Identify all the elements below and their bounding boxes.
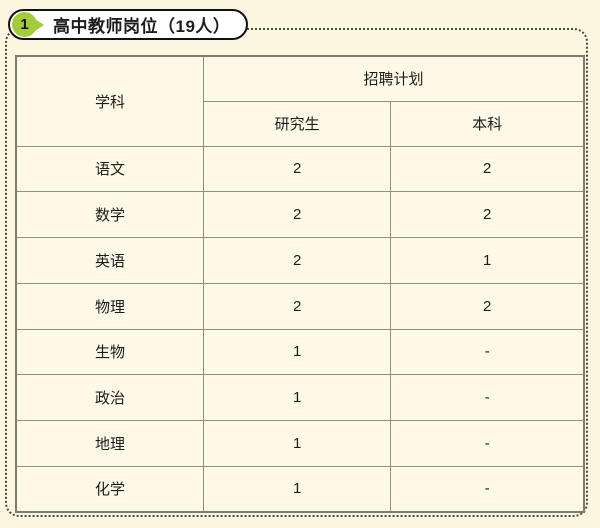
table-header-row-2: 研究生 本科: [16, 100, 585, 147]
undergraduate-cell: -: [390, 420, 585, 467]
undergraduate-cell: 2: [390, 145, 585, 193]
table-row: 语文 2 2: [15, 145, 585, 193]
undergraduate-cell: -: [390, 328, 585, 376]
table-row: 数学 2 2: [15, 191, 585, 238]
subject-cell: 数学: [15, 191, 204, 238]
badge-tail: [35, 18, 44, 31]
subject-cell: 英语: [15, 237, 204, 284]
undergraduate-cell: -: [390, 465, 585, 513]
undergraduate-cell: 2: [390, 191, 585, 238]
graduate-cell: 1: [202, 328, 392, 376]
subject-cell: 物理: [15, 282, 204, 330]
graduate-cell: 1: [202, 374, 392, 421]
graduate-cell: 2: [202, 237, 392, 284]
column-header-plan-group: 招聘计划: [202, 55, 585, 102]
table-row: 地理 1 -: [15, 420, 585, 467]
table-row: 化学 1 -: [15, 465, 585, 513]
undergraduate-cell: 2: [390, 282, 585, 330]
subject-cell: 地理: [15, 420, 204, 467]
subject-cell: 政治: [15, 374, 204, 421]
table-row: 生物 1 -: [15, 328, 585, 376]
undergraduate-cell: -: [390, 374, 585, 421]
section-number-badge: 1: [12, 12, 44, 37]
subject-cell: 化学: [15, 465, 204, 513]
undergraduate-cell: 1: [390, 237, 585, 284]
table-row: 政治 1 -: [15, 374, 585, 421]
badge-number: 1: [12, 12, 37, 37]
subject-cell: 语文: [15, 145, 204, 193]
table-header-row-1: 学科 招聘计划: [15, 55, 585, 147]
subject-cell: 生物: [15, 328, 204, 376]
column-header-subject: 学科: [15, 55, 204, 147]
graduate-cell: 2: [202, 191, 392, 238]
table-row: 英语 2 1: [15, 237, 585, 284]
section-title: 高中教师岗位（19人）: [53, 17, 231, 36]
graduate-cell: 2: [202, 145, 392, 193]
column-header-graduate: 研究生: [202, 100, 392, 147]
recruitment-table: 学科 招聘计划 研究生 本科 语文 2 2 数学 2 2 英语 2 1 物理 2…: [15, 55, 585, 513]
graduate-cell: 2: [202, 282, 392, 330]
section-title-pill: 1 高中教师岗位（19人）: [8, 9, 249, 40]
graduate-cell: 1: [202, 420, 392, 467]
table-row: 物理 2 2: [15, 282, 585, 330]
column-header-undergraduate: 本科: [390, 100, 585, 147]
graduate-cell: 1: [202, 465, 392, 513]
